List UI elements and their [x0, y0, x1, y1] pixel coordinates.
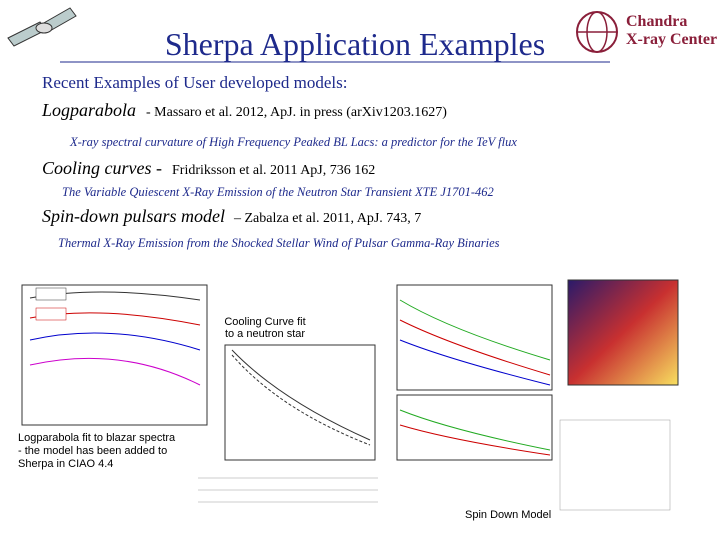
paper-title: The Variable Quiescent X-Ray Emission of… — [62, 185, 494, 199]
paper-title: Thermal X-Ray Emission from the Shocked … — [58, 236, 500, 250]
logo-text: Chandra — [626, 13, 687, 30]
figure-spindown — [396, 279, 679, 511]
logo-text: X-ray Center — [626, 31, 717, 48]
figure-cooling — [198, 344, 378, 503]
intro: Recent Examples of User developed models… — [42, 73, 347, 92]
caption: - the model has been added to — [18, 445, 167, 457]
logo: Chandra X-ray Center — [576, 11, 717, 53]
caption: Spin Down Model — [465, 509, 551, 521]
model-name: Cooling curves - — [42, 158, 162, 178]
figure-logparabola — [21, 284, 208, 426]
satellite-icon — [7, 7, 77, 47]
caption: Logparabola fit to blazar spectra — [18, 432, 176, 444]
model-name: Logparabola — [41, 100, 136, 120]
caption: Cooling Curve fit — [224, 316, 305, 328]
model-name: Spin-down pulsars model — [42, 206, 225, 226]
caption: Sherpa in CIAO 4.4 — [18, 458, 113, 470]
reference: – Zabalza et al. 2011, ApJ. 743, 7 — [233, 211, 421, 226]
reference: - Massaro et al. 2012, ApJ. in press (ar… — [146, 105, 447, 120]
caption: to a neutron star — [225, 328, 305, 340]
slide-title: Sherpa Application Examples — [165, 26, 545, 62]
paper-title: X-ray spectral curvature of High Frequen… — [69, 135, 517, 149]
reference: Fridriksson et al. 2011 ApJ, 736 162 — [172, 163, 375, 178]
